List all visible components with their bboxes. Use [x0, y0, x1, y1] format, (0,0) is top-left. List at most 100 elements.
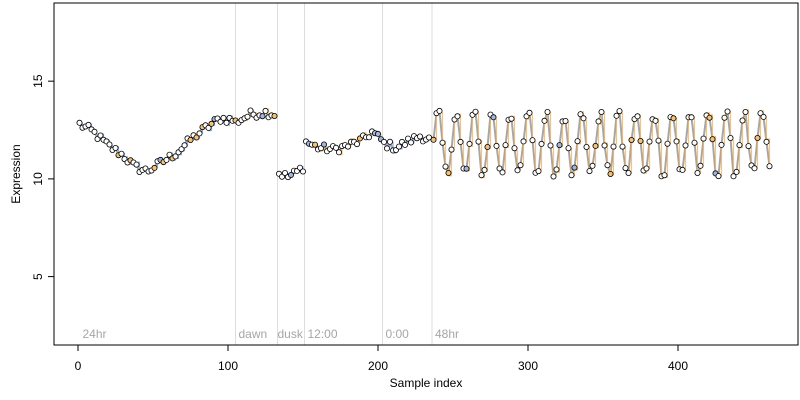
point-layer [76, 107, 773, 181]
point-179 [613, 112, 620, 119]
y-axis: 5 10 15 [31, 74, 55, 280]
x-tick-label-0: 0 [75, 359, 82, 373]
point-162 [562, 118, 569, 125]
point-155 [541, 117, 548, 124]
point-110 [404, 135, 411, 142]
point-175 [601, 142, 608, 149]
point-44 [205, 124, 212, 131]
point-217 [727, 134, 734, 141]
point-153 [535, 168, 542, 175]
point-206 [694, 169, 701, 176]
point-167 [577, 111, 584, 118]
point-114 [416, 133, 423, 140]
point-172 [592, 142, 599, 149]
point-6 [91, 128, 98, 135]
point-63 [262, 107, 269, 114]
overlay-line-6 [433, 109, 771, 179]
point-86 [332, 144, 339, 151]
y-axis-title: Expression [9, 144, 23, 203]
point-97 [365, 134, 372, 141]
point-180 [616, 108, 623, 115]
point-193 [655, 137, 662, 144]
point-20 [133, 161, 140, 168]
point-104 [386, 138, 393, 145]
annotation-3: dusk [278, 327, 304, 341]
point-130 [466, 140, 473, 147]
point-58 [247, 107, 254, 114]
point-173 [595, 118, 602, 125]
point-40 [193, 134, 200, 141]
point-228 [760, 113, 767, 120]
point-163 [565, 145, 572, 152]
point-190 [646, 138, 653, 145]
point-66 [271, 113, 278, 120]
point-159 [553, 166, 560, 173]
point-38 [187, 136, 194, 143]
point-150 [526, 109, 533, 116]
point-135 [481, 166, 488, 173]
point-210 [706, 114, 713, 121]
point-223 [745, 143, 752, 150]
point-181 [619, 143, 626, 150]
point-126 [454, 113, 461, 120]
point-213 [715, 173, 722, 180]
point-221 [739, 117, 746, 124]
point-57 [244, 113, 251, 120]
point-215 [721, 114, 728, 121]
point-138 [490, 114, 497, 121]
point-79 [311, 141, 318, 148]
point-170 [586, 168, 593, 175]
point-220 [736, 142, 743, 149]
point-30 [163, 156, 170, 163]
point-157 [547, 142, 554, 149]
point-1 [76, 119, 83, 126]
point-145 [511, 145, 518, 152]
point-195 [661, 172, 668, 179]
point-144 [508, 115, 515, 122]
y-tick-label-10: 10 [31, 172, 45, 186]
point-36 [181, 142, 188, 149]
point-75 [299, 168, 306, 175]
point-141 [499, 169, 506, 176]
point-168 [580, 115, 587, 122]
plot-frame [53, 2, 799, 346]
point-174 [598, 109, 605, 116]
point-35 [178, 146, 185, 153]
point-230 [766, 163, 773, 170]
point-201 [679, 166, 686, 173]
point-4 [85, 121, 92, 128]
point-165 [571, 164, 578, 171]
annotation-2: dawn [239, 327, 268, 341]
point-41 [196, 130, 203, 137]
point-123 [445, 169, 452, 176]
point-177 [607, 170, 614, 177]
point-186 [634, 113, 641, 120]
point-214 [718, 141, 725, 148]
point-196 [664, 140, 671, 147]
point-45 [208, 120, 215, 127]
point-182 [622, 165, 629, 172]
point-199 [673, 138, 680, 145]
point-133 [475, 138, 482, 145]
point-226 [754, 134, 761, 141]
point-107 [395, 143, 402, 150]
point-156 [544, 109, 551, 116]
point-154 [538, 140, 545, 147]
point-178 [610, 143, 617, 150]
point-26 [151, 164, 158, 171]
point-74 [296, 164, 303, 171]
point-164 [568, 172, 575, 179]
point-218 [730, 173, 737, 180]
point-103 [383, 145, 390, 152]
point-198 [670, 115, 677, 122]
y-tick-label-5: 5 [31, 273, 45, 280]
point-129 [463, 165, 470, 172]
point-111 [407, 139, 414, 146]
x-axis-title: Sample index [390, 376, 463, 390]
point-33 [172, 153, 179, 160]
point-13 [112, 144, 119, 151]
point-124 [448, 146, 455, 153]
point-120 [436, 107, 443, 114]
point-132 [472, 108, 479, 115]
